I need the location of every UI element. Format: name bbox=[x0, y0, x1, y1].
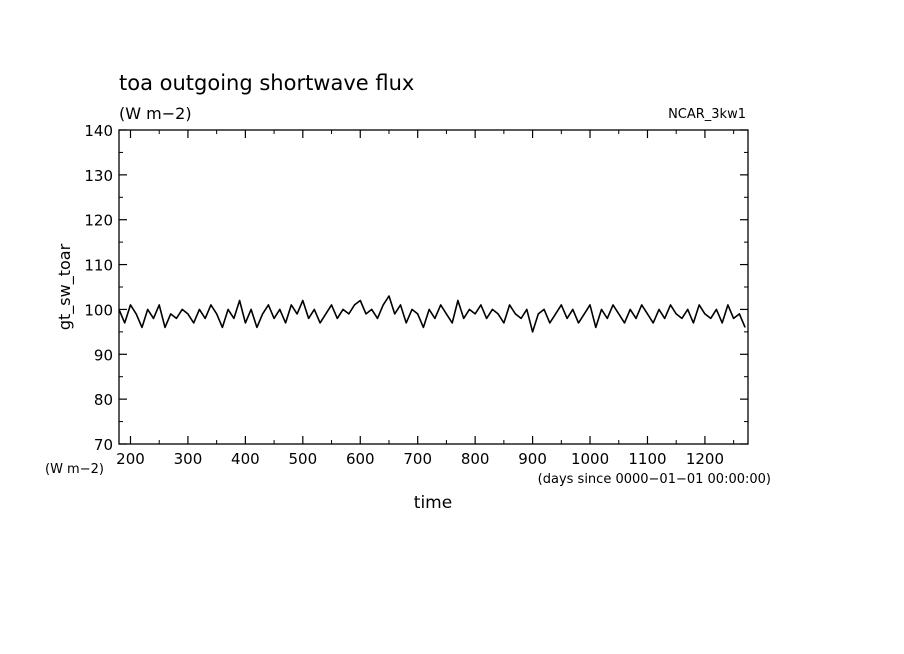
x-tick-label: 1100 bbox=[628, 450, 666, 468]
x-tick-label: 700 bbox=[403, 450, 432, 468]
y-tick-label: 70 bbox=[94, 436, 113, 454]
chart-title: toa outgoing shortwave flux bbox=[119, 71, 414, 95]
y-tick-label: 120 bbox=[84, 212, 113, 230]
source-label: NCAR_3kw1 bbox=[668, 107, 746, 122]
chart-subtitle: (W m−2) bbox=[119, 104, 192, 123]
y-tick-label: 80 bbox=[94, 391, 113, 409]
x-tick-label: 400 bbox=[231, 450, 260, 468]
y-tick-label: 140 bbox=[84, 122, 113, 140]
x-axis-units: (days since 0000−01−01 00:00:00) bbox=[538, 472, 771, 487]
x-tick-label: 1000 bbox=[571, 450, 609, 468]
y-axis-units: (W m−2) bbox=[45, 462, 104, 477]
x-axis: 200 300 400 500 600 700 800 900 1000 1100 1200 bbox=[116, 130, 735, 468]
y-tick-label: 130 bbox=[84, 167, 113, 185]
y-axis-label: gt_sw_toar bbox=[55, 243, 75, 330]
x-tick-label: 300 bbox=[174, 450, 203, 468]
plot-frame bbox=[118, 129, 749, 445]
y-tick-label: 110 bbox=[84, 257, 113, 275]
y-tick-label: 100 bbox=[84, 301, 113, 319]
x-tick-label: 200 bbox=[116, 450, 145, 468]
y-axis: 70 80 90 100 110 120 130 140 bbox=[84, 122, 748, 454]
x-tick-label: 900 bbox=[518, 450, 547, 468]
x-tick-label: 800 bbox=[461, 450, 490, 468]
y-tick-label: 90 bbox=[94, 346, 113, 364]
x-tick-label: 500 bbox=[288, 450, 317, 468]
x-axis-label: time bbox=[414, 493, 452, 513]
x-tick-label: 600 bbox=[346, 450, 375, 468]
series-line bbox=[118, 295, 746, 333]
x-tick-label: 1200 bbox=[686, 450, 724, 468]
